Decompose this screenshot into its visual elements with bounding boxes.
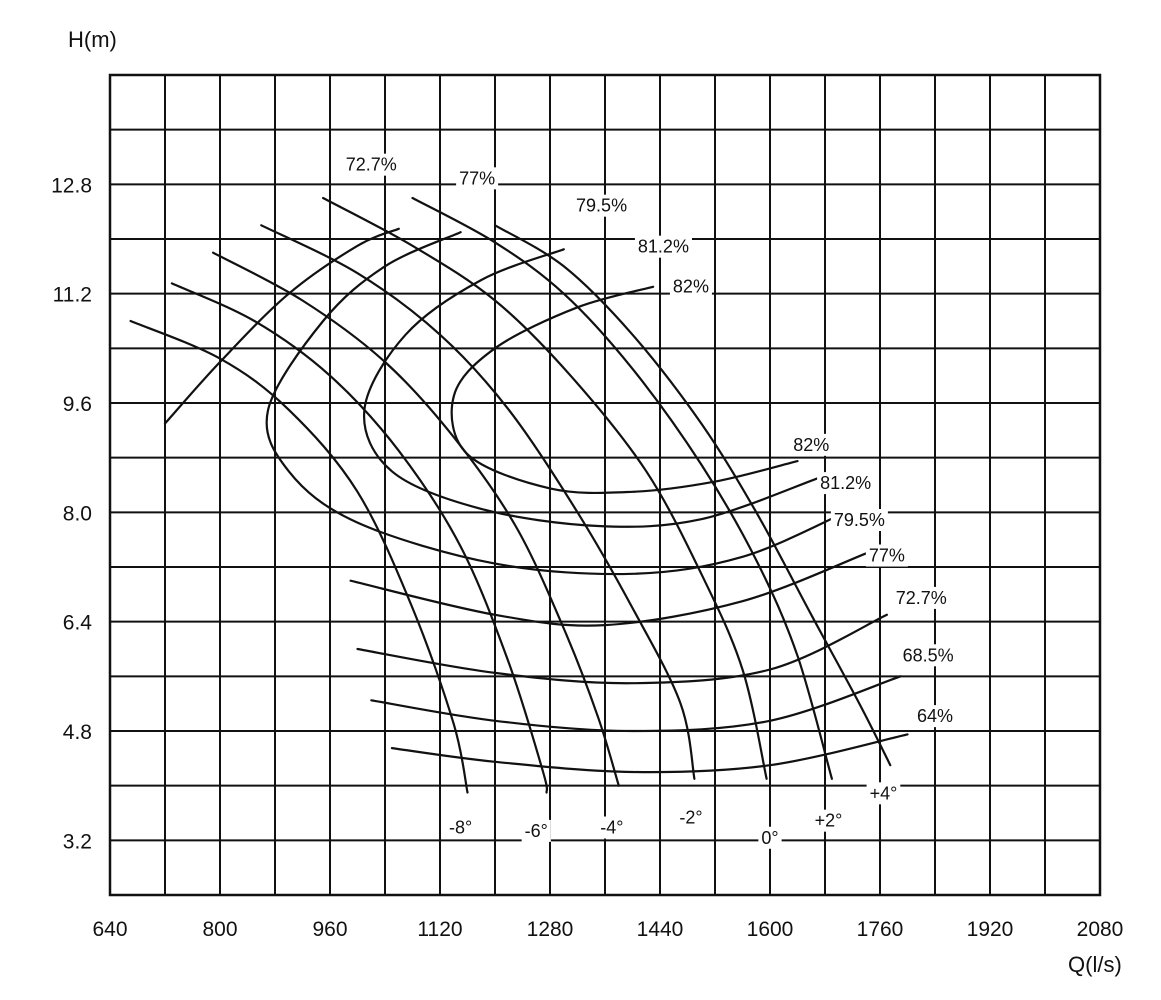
head-curve (411, 196, 833, 780)
efficiency-curve (356, 613, 888, 685)
efficiency-curve (370, 675, 902, 733)
x-tick-label: 1440 (637, 918, 684, 941)
head-curve (170, 282, 549, 794)
x-tick-label: 1920 (967, 918, 1014, 941)
head-curve (129, 319, 469, 794)
efficiency-label: 77% (459, 168, 495, 188)
efficiency-label: 72.7% (896, 588, 947, 608)
efficiency-label-bg (865, 544, 908, 567)
blade-angle-label: -6° (525, 821, 548, 841)
efficiency-curve (362, 248, 820, 528)
y-tick-label: 8.0 (63, 502, 92, 525)
y-tick-label: 4.8 (63, 721, 92, 744)
blade-angle-label: -8° (449, 818, 472, 838)
y-tick-label: 6.4 (63, 612, 93, 635)
efficiency-curve (349, 552, 868, 627)
efficiency-label: 81.2% (820, 473, 871, 493)
blade-angle-label: 0° (761, 828, 778, 848)
head-curve (260, 224, 696, 780)
curves (129, 196, 909, 794)
blade-angle-label-bg (597, 816, 627, 839)
efficiency-label: 77% (869, 546, 905, 566)
x-tick-label: 1600 (747, 918, 794, 941)
efficiency-label: 82% (793, 435, 829, 455)
efficiency-label: 82% (673, 276, 709, 296)
blade-angle-label: +4° (870, 783, 898, 803)
blade-angle-label-bg (521, 819, 551, 842)
efficiency-label-bg (817, 472, 875, 495)
head-curve (212, 251, 620, 787)
y-tick-label: 11.2 (53, 284, 92, 307)
x-tick-label: 800 (202, 918, 237, 941)
y-tick-label: 3.2 (63, 830, 92, 853)
efficiency-curve (163, 227, 400, 425)
efficiency-curve (265, 231, 847, 576)
efficiency-label: 72.7% (346, 155, 397, 175)
efficiency-label-bg (669, 275, 712, 298)
x-tick-label: 960 (312, 918, 347, 941)
x-tick-label: 2080 (1077, 918, 1124, 941)
efficiency-label: 81.2% (638, 237, 689, 257)
efficiency-label-bg (892, 586, 950, 609)
x-tick-label: 1120 (417, 918, 462, 941)
efficiency-label-bg (342, 153, 400, 176)
y-tick-label: 9.6 (63, 393, 92, 416)
blade-angle-label: -4° (600, 818, 623, 838)
efficiency-label: 68.5% (903, 645, 954, 665)
head-curve (322, 196, 768, 780)
blade-angle-label: +2° (815, 811, 843, 831)
efficiency-label-bg (573, 194, 631, 217)
x-axis-title: Q(l/s) (1068, 952, 1122, 977)
blade-angle-label-bg (866, 782, 901, 805)
efficiency-label-bg (456, 167, 499, 190)
efficiency-label: 79.5% (576, 196, 627, 216)
y-axis-title: H(m) (68, 27, 117, 52)
efficiency-label: 79.5% (834, 510, 885, 530)
labels: 640 800 960 1120 1280 1440 1600 1760 1920 2080 3.2… (51, 153, 1124, 941)
x-tick-label: 1760 (857, 918, 904, 941)
efficiency-curve (450, 285, 799, 495)
blade-angle-label: -2° (679, 807, 702, 827)
blade-angle-label-bg (446, 816, 476, 839)
x-tick-label: 640 (92, 918, 127, 941)
x-tick-label: 1280 (527, 918, 574, 941)
efficiency-label-bg (634, 235, 692, 258)
plot-frame (108, 73, 1102, 897)
blade-angle-label-bg (676, 806, 706, 829)
head-curve (493, 224, 892, 767)
blade-angle-label-bg (811, 809, 846, 832)
efficiency-curve (390, 733, 909, 774)
efficiency-label: 64% (917, 706, 953, 726)
blade-angle-label-bg (758, 826, 782, 849)
y-tick-label: 12.8 (51, 174, 92, 197)
efficiency-label-bg (913, 705, 957, 728)
efficiency-label-bg (790, 433, 833, 456)
efficiency-label-bg (899, 644, 957, 667)
efficiency-label-bg (830, 509, 888, 531)
